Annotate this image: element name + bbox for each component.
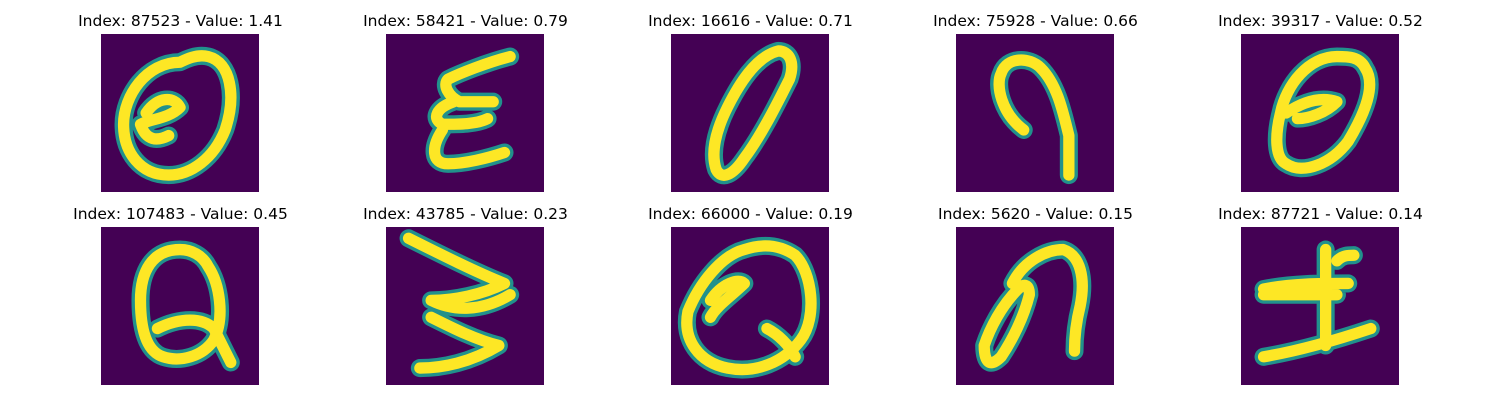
- glyph-image: [671, 34, 829, 192]
- panel-title: Index: 58421 - Value: 0.79: [363, 12, 568, 30]
- panel-title: Index: 87523 - Value: 1.41: [78, 12, 283, 30]
- panel-1: Index: 87523 - Value: 1.41: [38, 10, 323, 192]
- panel-9: Index: 5620 - Value: 0.15: [893, 203, 1178, 385]
- glyph-image: [386, 34, 544, 192]
- panel-10: Index: 87721 - Value: 0.14: [1178, 203, 1463, 385]
- glyph-image: [1241, 227, 1399, 385]
- panel-title: Index: 107483 - Value: 0.45: [73, 205, 288, 223]
- panel-7: Index: 43785 - Value: 0.23: [323, 203, 608, 385]
- glyph-image: [1241, 34, 1399, 192]
- panel-title: Index: 75928 - Value: 0.66: [933, 12, 1138, 30]
- panel-title: Index: 5620 - Value: 0.15: [938, 205, 1133, 223]
- panel-title: Index: 39317 - Value: 0.52: [1218, 12, 1423, 30]
- panel-title: Index: 16616 - Value: 0.71: [648, 12, 853, 30]
- panel-title: Index: 43785 - Value: 0.23: [363, 205, 568, 223]
- glyph-image: [101, 34, 259, 192]
- glyph-image: [101, 227, 259, 385]
- glyph-image: [956, 34, 1114, 192]
- panel-5: Index: 39317 - Value: 0.52: [1178, 10, 1463, 192]
- panel-4: Index: 75928 - Value: 0.66: [893, 10, 1178, 192]
- panel-8: Index: 66000 - Value: 0.19: [608, 203, 893, 385]
- panel-3: Index: 16616 - Value: 0.71: [608, 10, 893, 192]
- glyph-image: [671, 227, 829, 385]
- panel-title: Index: 66000 - Value: 0.19: [648, 205, 853, 223]
- panel-2: Index: 58421 - Value: 0.79: [323, 10, 608, 192]
- glyph-image: [386, 227, 544, 385]
- panel-6: Index: 107483 - Value: 0.45: [38, 203, 323, 385]
- glyph-image: [956, 227, 1114, 385]
- panel-title: Index: 87721 - Value: 0.14: [1218, 205, 1423, 223]
